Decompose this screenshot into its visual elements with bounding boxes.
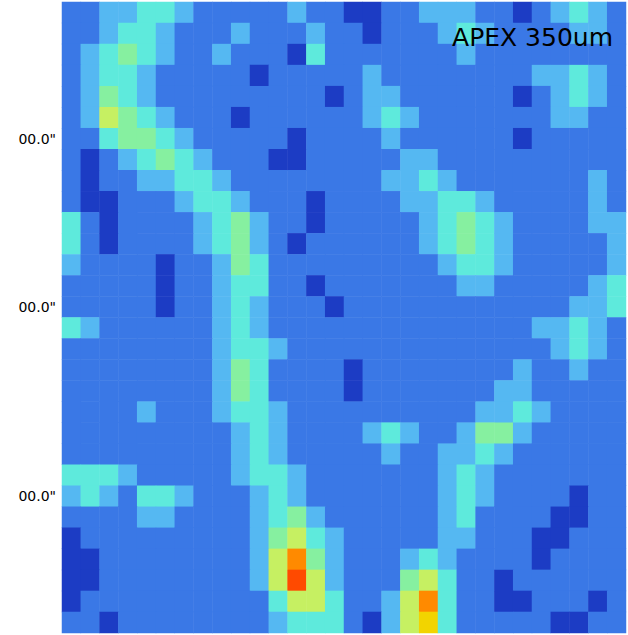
svg-text:00.0": 00.0" <box>18 131 56 147</box>
svg-text:00.0": 00.0" <box>18 299 56 315</box>
svg-text:00.0": 00.0" <box>18 488 56 504</box>
svg-text:APEX 350um: APEX 350um <box>452 23 613 52</box>
